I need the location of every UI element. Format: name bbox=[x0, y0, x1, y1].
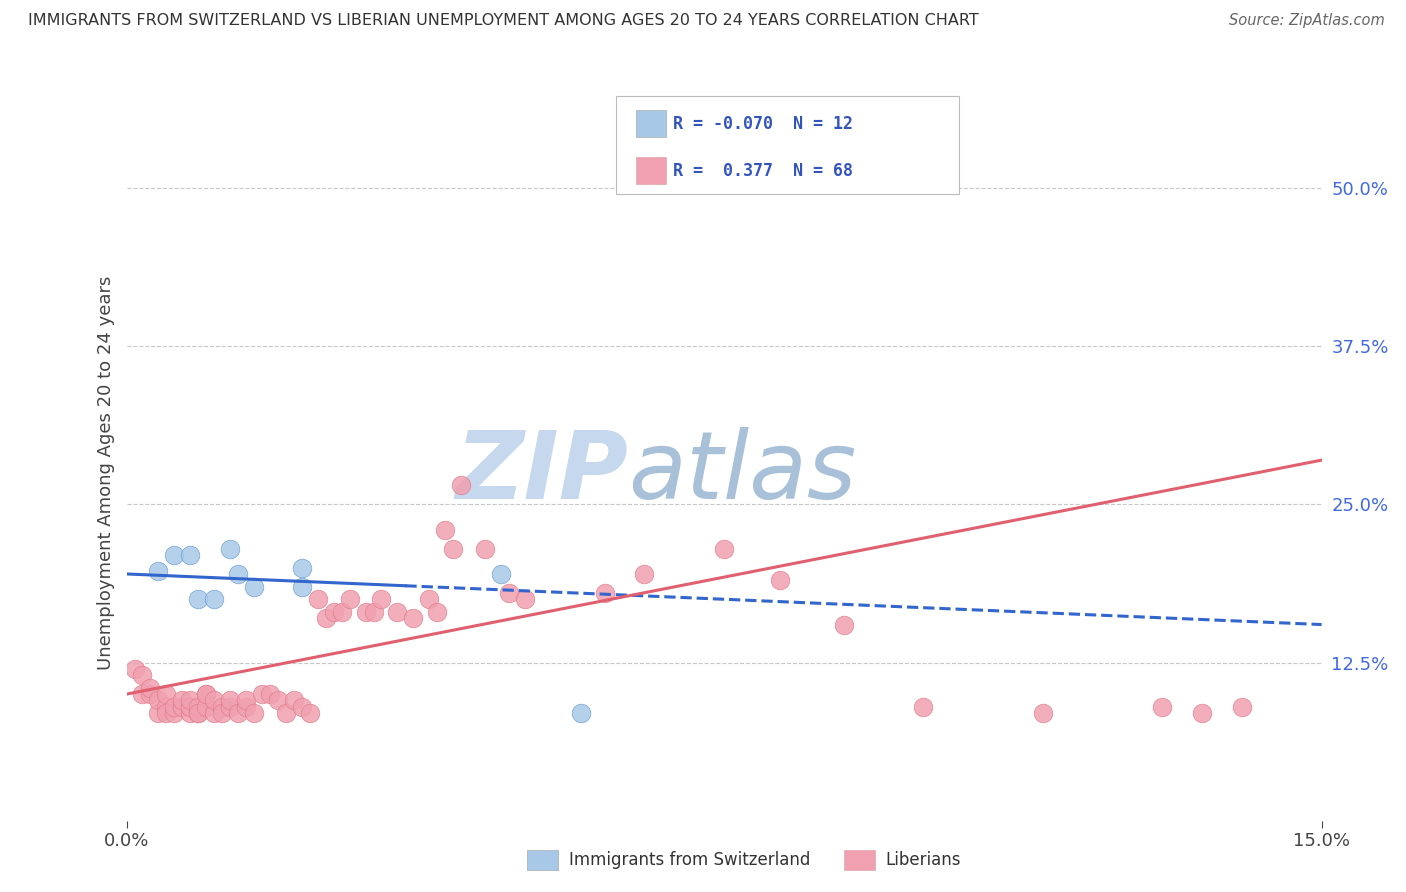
Point bbox=[211, 699, 233, 714]
Point bbox=[274, 706, 297, 720]
Point bbox=[148, 706, 170, 720]
Point bbox=[330, 605, 353, 619]
Point bbox=[912, 699, 935, 714]
Point bbox=[179, 706, 201, 720]
Point bbox=[179, 548, 201, 562]
Point bbox=[283, 693, 305, 707]
Point bbox=[315, 611, 337, 625]
Text: Liberians: Liberians bbox=[886, 851, 962, 869]
Point bbox=[195, 699, 218, 714]
Point bbox=[387, 605, 409, 619]
Point bbox=[179, 693, 201, 707]
Point bbox=[226, 566, 249, 581]
Point bbox=[202, 693, 225, 707]
Point bbox=[179, 699, 201, 714]
Point bbox=[226, 706, 249, 720]
Text: Immigrants from Switzerland: Immigrants from Switzerland bbox=[569, 851, 811, 869]
Point bbox=[291, 560, 314, 574]
Point bbox=[291, 580, 314, 594]
Text: IMMIGRANTS FROM SWITZERLAND VS LIBERIAN UNEMPLOYMENT AMONG AGES 20 TO 24 YEARS C: IMMIGRANTS FROM SWITZERLAND VS LIBERIAN … bbox=[28, 13, 979, 29]
Point bbox=[202, 706, 225, 720]
Point bbox=[202, 592, 225, 607]
Point bbox=[1032, 706, 1054, 720]
Point bbox=[307, 592, 329, 607]
Point bbox=[498, 586, 520, 600]
Point bbox=[569, 706, 592, 720]
Point bbox=[474, 541, 496, 556]
Point bbox=[163, 699, 186, 714]
Point bbox=[832, 617, 855, 632]
Point bbox=[155, 706, 177, 720]
Point bbox=[402, 611, 425, 625]
Point bbox=[187, 706, 209, 720]
Point bbox=[633, 566, 655, 581]
Point bbox=[1152, 699, 1174, 714]
Y-axis label: Unemployment Among Ages 20 to 24 years: Unemployment Among Ages 20 to 24 years bbox=[97, 276, 115, 670]
Point bbox=[322, 605, 344, 619]
Point bbox=[187, 699, 209, 714]
Point bbox=[354, 605, 377, 619]
Point bbox=[339, 592, 361, 607]
Point bbox=[434, 523, 457, 537]
Point bbox=[426, 605, 449, 619]
Point bbox=[187, 592, 209, 607]
Point bbox=[163, 706, 186, 720]
Point bbox=[172, 693, 194, 707]
Point bbox=[219, 699, 242, 714]
Point bbox=[195, 687, 218, 701]
Point bbox=[163, 548, 186, 562]
Point bbox=[267, 693, 290, 707]
Point bbox=[211, 706, 233, 720]
Point bbox=[172, 699, 194, 714]
Point bbox=[298, 706, 321, 720]
Point bbox=[593, 586, 616, 600]
Point bbox=[370, 592, 392, 607]
Text: atlas: atlas bbox=[628, 427, 856, 518]
Text: R = -0.070  N = 12: R = -0.070 N = 12 bbox=[673, 115, 853, 133]
Point bbox=[243, 580, 266, 594]
Point bbox=[489, 566, 512, 581]
Point bbox=[155, 687, 177, 701]
Point bbox=[441, 541, 464, 556]
Point bbox=[291, 699, 314, 714]
Point bbox=[155, 699, 177, 714]
Point bbox=[187, 706, 209, 720]
Point bbox=[195, 687, 218, 701]
Point bbox=[259, 687, 281, 701]
Point bbox=[219, 693, 242, 707]
Point bbox=[713, 541, 735, 556]
Point bbox=[250, 687, 273, 701]
Point bbox=[124, 662, 146, 676]
Point bbox=[139, 687, 162, 701]
Point bbox=[363, 605, 385, 619]
Point bbox=[131, 668, 153, 682]
Text: R =  0.377  N = 68: R = 0.377 N = 68 bbox=[673, 161, 853, 179]
Point bbox=[235, 699, 257, 714]
Point bbox=[243, 706, 266, 720]
Point bbox=[513, 592, 536, 607]
Text: Source: ZipAtlas.com: Source: ZipAtlas.com bbox=[1229, 13, 1385, 29]
Point bbox=[450, 478, 472, 492]
Point bbox=[418, 592, 440, 607]
Point bbox=[1230, 699, 1253, 714]
Point bbox=[148, 693, 170, 707]
Point bbox=[148, 565, 170, 579]
Point bbox=[139, 681, 162, 695]
Point bbox=[131, 687, 153, 701]
Text: ZIP: ZIP bbox=[456, 426, 628, 519]
Point bbox=[219, 541, 242, 556]
Point bbox=[235, 693, 257, 707]
Point bbox=[769, 574, 792, 588]
Point bbox=[1191, 706, 1213, 720]
